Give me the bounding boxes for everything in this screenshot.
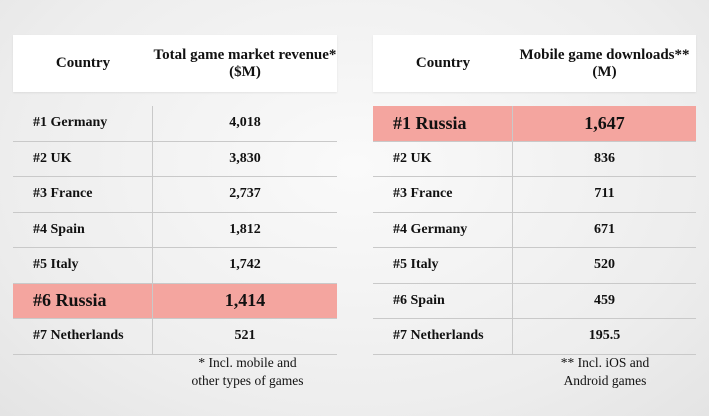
value-cell: 521 <box>234 328 256 344</box>
highlighted-table-row: #1 Russia 1,647 <box>373 106 696 142</box>
revenue-table-body: #1 Germany 4,018 #2 UK 3,830 #3 France 2,737 #… <box>13 106 337 355</box>
header-downloads: Mobile game downloads** (M) <box>519 46 690 80</box>
table-row: #1 Germany 4,018 <box>13 106 337 142</box>
country-cell: #1 Russia <box>373 106 513 141</box>
country-cell: #2 UK <box>373 141 513 176</box>
table-row: #3 France 711 <box>373 177 696 213</box>
downloads-table-header: Country Mobile game downloads** (M) <box>373 35 696 92</box>
downloads-table: Country Mobile game downloads** (M) #1 R… <box>373 35 696 355</box>
country-cell: #4 Germany <box>373 212 513 247</box>
downloads-table-body: #1 Russia 1,647 #2 UK 836 #3 France 711 #4 Ger… <box>373 106 696 355</box>
value-cell: 459 <box>594 292 615 308</box>
country-cell: #3 France <box>373 177 513 212</box>
country-cell: #1 Germany <box>13 106 153 141</box>
value-cell: 3,830 <box>229 150 261 166</box>
value-cell: 1,742 <box>229 257 261 273</box>
value-cell: 671 <box>594 221 615 237</box>
footnote-line: * Incl. mobile and <box>198 355 297 370</box>
header-revenue: Total game market revenue* ($M) <box>153 46 337 80</box>
country-cell: #7 Netherlands <box>373 319 513 354</box>
value-cell: 1,812 <box>229 221 261 237</box>
table-row: #5 Italy 1,742 <box>13 248 337 284</box>
country-cell: #3 France <box>13 177 153 212</box>
country-cell: #6 Spain <box>373 283 513 318</box>
table-row: #5 Italy 520 <box>373 248 696 284</box>
table-row: #4 Germany 671 <box>373 212 696 248</box>
value-cell: 2,737 <box>229 186 261 202</box>
downloads-footnote: ** Incl. iOS and Android games <box>515 354 695 390</box>
table-row: #7 Netherlands 195.5 <box>373 319 696 355</box>
footnote-line: ** Incl. iOS and <box>560 355 650 370</box>
revenue-table-header: Country Total game market revenue* ($M) <box>13 35 337 92</box>
value-cell: 1,647 <box>584 112 625 133</box>
country-cell: #4 Spain <box>13 212 153 247</box>
highlighted-table-row: #6 Russia 1,414 <box>13 283 337 319</box>
value-cell: 1,414 <box>224 290 266 311</box>
table-row: #7 Netherlands 521 <box>13 319 337 355</box>
value-cell: 520 <box>594 257 615 273</box>
value-cell: 195.5 <box>588 328 621 344</box>
table-row: #3 France 2,737 <box>13 177 337 213</box>
value-cell: 836 <box>594 150 615 166</box>
country-cell: #7 Netherlands <box>13 319 153 354</box>
header-country: Country <box>415 55 471 71</box>
revenue-table: Country Total game market revenue* ($M) … <box>13 35 337 355</box>
value-cell: 711 <box>594 186 615 202</box>
country-cell: #6 Russia <box>13 283 153 318</box>
country-cell: #2 UK <box>13 141 153 176</box>
table-row: #2 UK 3,830 <box>13 141 337 177</box>
country-cell: #5 Italy <box>13 248 153 283</box>
header-country: Country <box>55 55 111 71</box>
value-cell: 4,018 <box>229 115 261 131</box>
revenue-footnote: * Incl. mobile and other types of games <box>160 354 335 390</box>
table-row: #4 Spain 1,812 <box>13 212 337 248</box>
footnote-line: other types of games <box>191 373 304 388</box>
table-row: #2 UK 836 <box>373 141 696 177</box>
footnote-line: Android games <box>563 373 647 388</box>
table-row: #6 Spain 459 <box>373 283 696 319</box>
country-cell: #5 Italy <box>373 248 513 283</box>
